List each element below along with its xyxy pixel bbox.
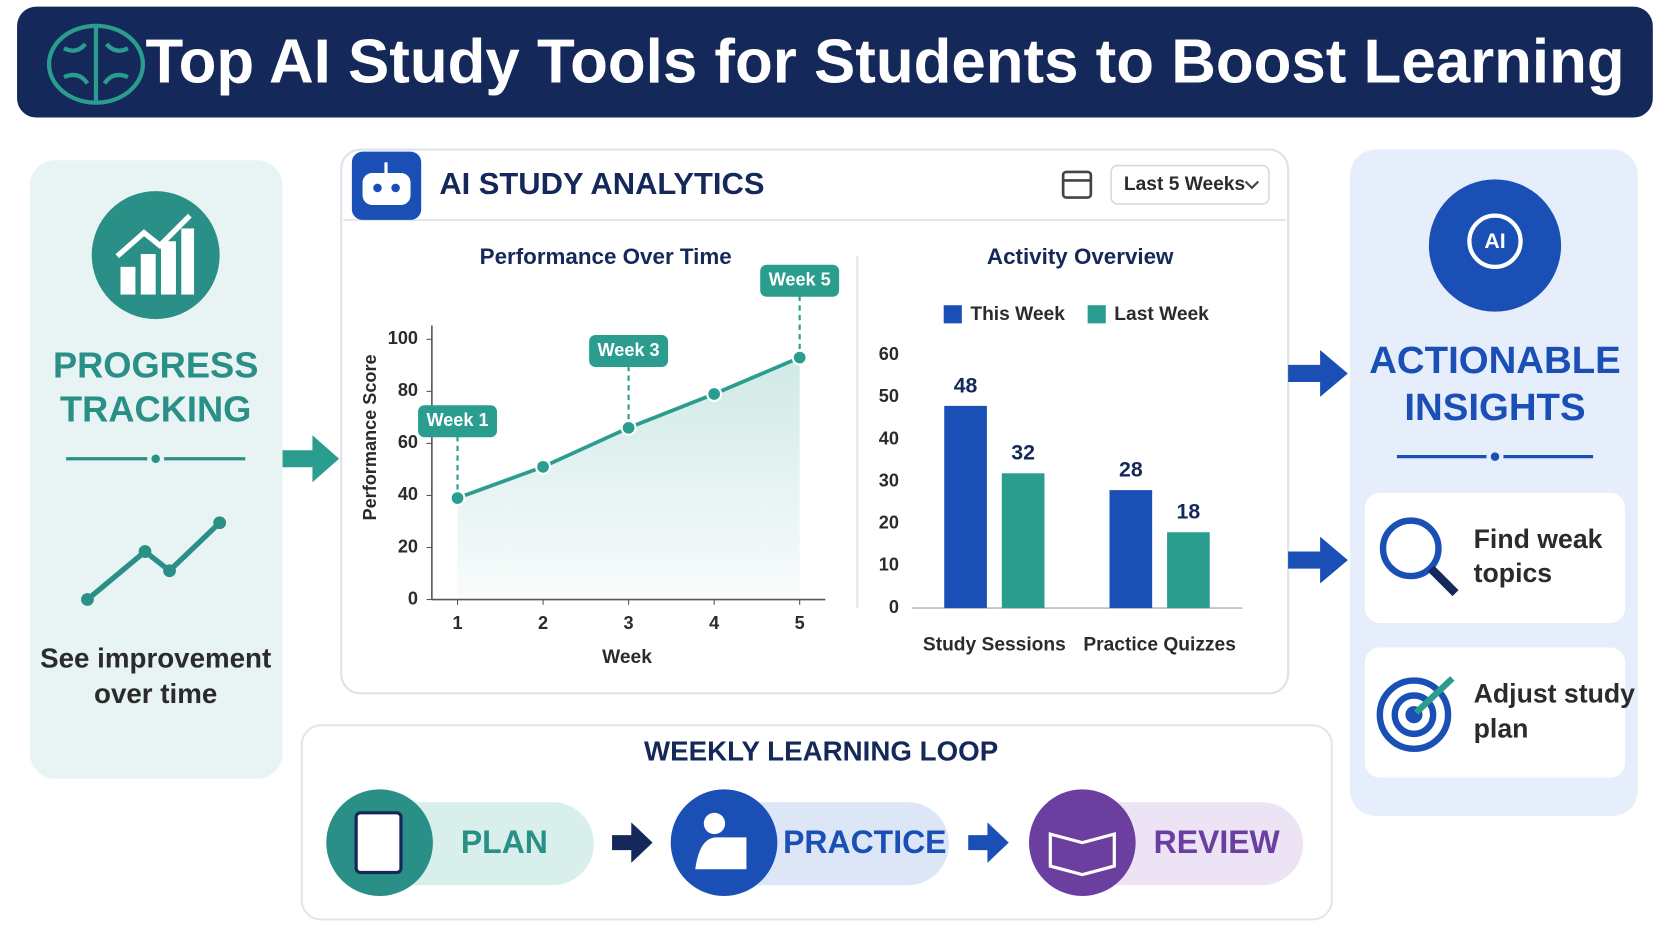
insights-icon (1428, 179, 1562, 312)
charts: Performance Over Time Performance Score We… (360, 244, 1243, 668)
range-label: Last 5 Weeks (1124, 174, 1245, 195)
y-tick-label: 30 (879, 470, 899, 490)
search-icon (1379, 517, 1459, 597)
legend-label: Last Week (1114, 304, 1209, 325)
bulb-icon (1467, 213, 1523, 269)
range-dropdown[interactable] (1110, 164, 1270, 205)
chart-title: Performance Over Time (480, 244, 732, 269)
y-tick-label: 60 (879, 344, 899, 364)
divider-dot (1486, 448, 1504, 466)
y-tick-label: 20 (398, 536, 418, 556)
point (706, 385, 723, 402)
loop-title: WEEKLY LEARNING LOOP (644, 735, 998, 766)
value-label: 32 (1011, 441, 1035, 465)
annotation: Week 1 (426, 410, 488, 430)
annotation: Week 5 (769, 270, 831, 290)
y-tick-label: 10 (879, 555, 899, 575)
page-title: Top AI Study Tools for Students to Boost… (145, 28, 1624, 97)
bulb-label: AI (1484, 229, 1505, 253)
bar (1001, 473, 1045, 609)
insights-title: INSIGHTS (1404, 386, 1585, 429)
value-label: 48 (954, 373, 978, 397)
y-tick-label: 50 (879, 386, 899, 406)
chart-title: Activity Overview (987, 244, 1174, 269)
insight-text: Find weak (1474, 524, 1603, 554)
x-tick-label: 5 (795, 613, 805, 633)
annotation-box (589, 335, 669, 368)
point (791, 349, 808, 366)
header-bar (17, 6, 1653, 118)
bar (1167, 532, 1210, 609)
step-label: PLAN (461, 824, 548, 860)
robot-face (362, 162, 411, 205)
bar (1109, 490, 1153, 609)
insight-text: Adjust study (1474, 679, 1636, 709)
progress-caption: over time (94, 678, 217, 709)
progress-panel (29, 160, 283, 779)
y-tick-label: 40 (398, 484, 418, 504)
y-tick-label: 60 (398, 432, 418, 452)
insight-text: plan (1474, 714, 1529, 744)
book-icon (1048, 832, 1116, 877)
value-label: 18 (1177, 500, 1201, 524)
y-tick-label: 20 (879, 513, 899, 533)
y-tick-label: 40 (879, 428, 899, 448)
y-tick-label: 80 (398, 380, 418, 400)
legend-swatch (1087, 305, 1106, 324)
legend-swatch (943, 305, 962, 324)
annotation-box (418, 405, 497, 438)
person-icon (703, 812, 726, 835)
progress-title: TRACKING (60, 388, 251, 429)
x-tick-label: 1 (452, 613, 462, 633)
arrow (968, 822, 1009, 863)
arrow (282, 435, 340, 483)
insight-text: topics (1474, 558, 1552, 588)
dashboard-title: AI STUDY ANALYTICS (439, 166, 764, 201)
x-tick-label: 4 (709, 613, 719, 633)
progress-icon-arrow (115, 213, 192, 259)
y-tick-label: 0 (889, 597, 899, 617)
progress-icon-bars (120, 228, 195, 295)
x-tick-label: 2 (538, 613, 548, 633)
step-label: PRACTICE (783, 824, 946, 860)
x-tick-label: Practice Quizzes (1083, 634, 1236, 655)
progress-title: PROGRESS (53, 345, 258, 386)
x-axis-label: Week (602, 647, 652, 668)
clipboard-icon (354, 811, 403, 875)
arrow (1288, 350, 1348, 397)
point (535, 458, 552, 475)
insight-card (1364, 647, 1626, 778)
dropdown-chevron (1244, 180, 1260, 190)
divider-dot (147, 450, 165, 468)
sparkline-icon (81, 516, 227, 606)
area (457, 357, 800, 600)
annotation: Week 3 (598, 340, 660, 360)
point (449, 490, 466, 507)
progress-caption: See improvement (40, 643, 271, 674)
y-tick-label: 0 (408, 588, 418, 608)
step-label: REVIEW (1154, 824, 1281, 860)
arrow (1288, 536, 1348, 584)
x-tick-label: Study Sessions (923, 634, 1066, 655)
calendar-icon (1061, 170, 1093, 199)
legend-label: This Week (970, 304, 1065, 325)
target-icon (1376, 676, 1455, 753)
value-label: 28 (1119, 458, 1143, 482)
x-tick-label: 3 (624, 613, 634, 633)
brain-icon (46, 23, 146, 105)
annotation-box (760, 264, 840, 297)
arrow (612, 822, 653, 863)
bar (944, 405, 987, 609)
y-tick-label: 100 (388, 328, 418, 348)
point (620, 419, 637, 436)
y-axis-label: Performance Score (360, 354, 380, 520)
insights-title: ACTIONABLE (1369, 339, 1621, 382)
person-body (695, 837, 747, 870)
